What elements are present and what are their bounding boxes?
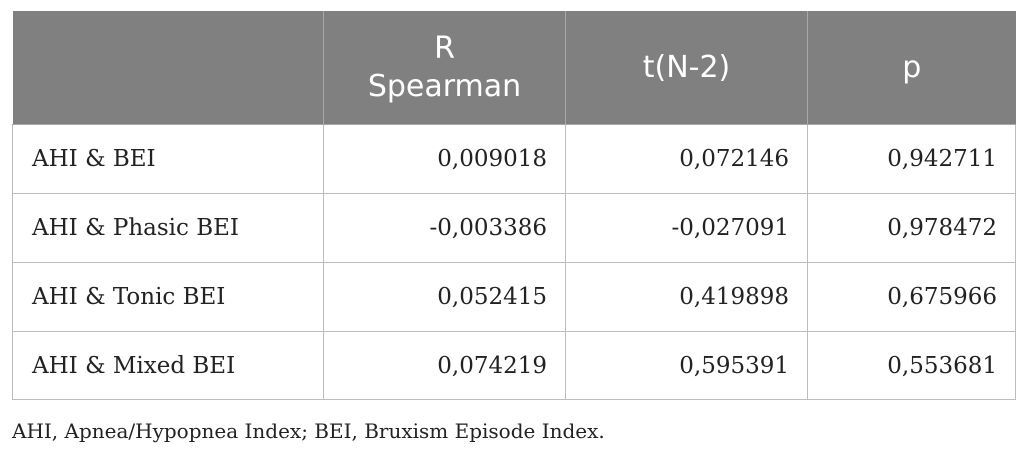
header-r-line1: R	[434, 30, 455, 66]
p-value: 0,553681	[807, 331, 1016, 400]
row-label: AHI & Mixed BEI	[12, 331, 324, 400]
correlation-table-container: R Spearman t(N-2) p AHI & BEI 0,009018 0…	[12, 11, 1016, 400]
header-p-label: p	[902, 49, 922, 85]
p-value: 0,675966	[807, 262, 1016, 332]
table-body: AHI & BEI 0,009018 0,072146 0,942711 AHI…	[12, 124, 1016, 400]
table-row: AHI & BEI 0,009018 0,072146 0,942711	[12, 124, 1016, 194]
header-r-line2: Spearman	[367, 68, 522, 104]
table-row: AHI & Mixed BEI 0,074219 0,595391 0,5536…	[12, 331, 1016, 400]
table-header: R Spearman t(N-2) p	[12, 11, 1016, 125]
header-empty-cell	[12, 11, 324, 125]
row-label: AHI & BEI	[12, 124, 324, 194]
row-label: AHI & Phasic BEI	[12, 193, 324, 263]
p-value: 0,978472	[807, 193, 1016, 263]
r-spearman-value: 0,074219	[323, 331, 566, 400]
table-row: AHI & Phasic BEI -0,003386 -0,027091 0,9…	[12, 193, 1016, 263]
r-spearman-value: -0,003386	[323, 193, 566, 263]
r-spearman-value: 0,009018	[323, 124, 566, 194]
table-footnote: AHI, Apnea/Hypopnea Index; BEI, Bruxism …	[12, 419, 605, 443]
header-row: R Spearman t(N-2) p	[12, 11, 1016, 125]
row-label: AHI & Tonic BEI	[12, 262, 324, 332]
t-value: 0,595391	[565, 331, 808, 400]
header-t-statistic: t(N-2)	[565, 11, 808, 125]
header-r-spearman: R Spearman	[323, 11, 566, 125]
t-value: 0,072146	[565, 124, 808, 194]
p-value: 0,942711	[807, 124, 1016, 194]
r-spearman-value: 0,052415	[323, 262, 566, 332]
header-p-value: p	[807, 11, 1016, 125]
t-value: -0,027091	[565, 193, 808, 263]
header-t-label: t(N-2)	[642, 49, 731, 85]
table-row: AHI & Tonic BEI 0,052415 0,419898 0,6759…	[12, 262, 1016, 332]
correlation-table: R Spearman t(N-2) p AHI & BEI 0,009018 0…	[12, 11, 1016, 400]
t-value: 0,419898	[565, 262, 808, 332]
